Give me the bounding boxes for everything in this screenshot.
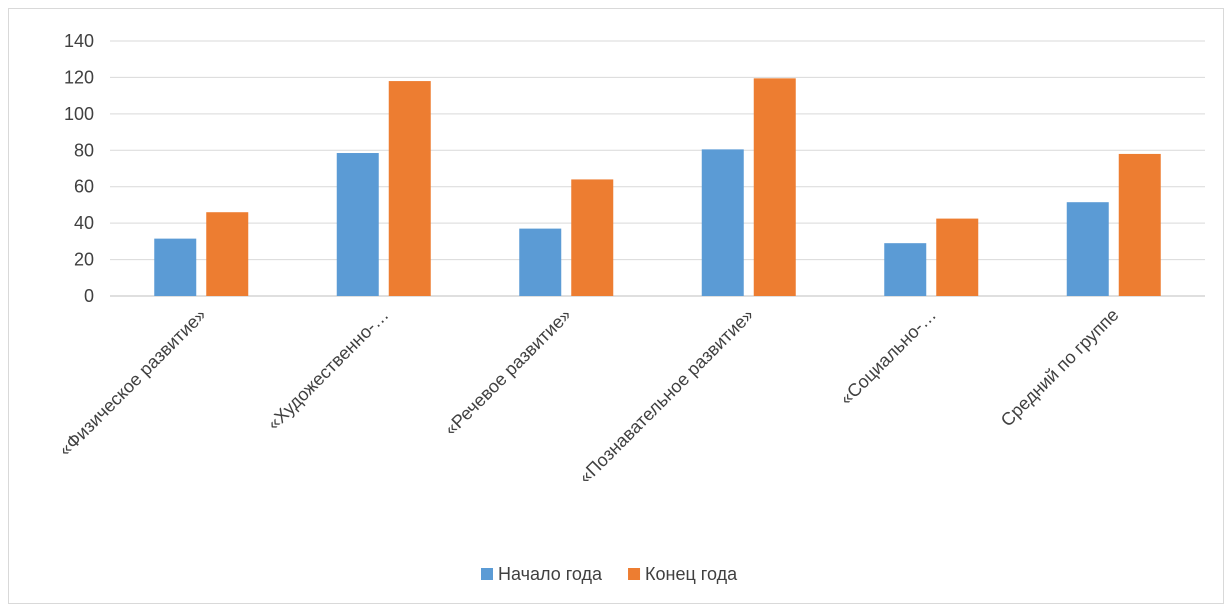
bar [884,243,927,296]
bar [701,149,744,296]
bar [1066,202,1109,296]
y-axis: 0 20 40 60 80 100 120 140 [64,31,94,306]
chart-area [8,8,1224,604]
legend: Начало года Конец года [481,564,738,584]
bar [206,212,249,296]
bar [936,218,979,296]
y-tick-label: 0 [84,286,94,306]
bar [571,179,614,296]
x-tick-label: «Физическое развитие» [55,305,210,460]
legend-swatch [481,568,493,580]
y-tick-label: 40 [74,213,94,233]
x-tick-label: Средний по группе [997,305,1123,431]
y-tick-label: 120 [64,67,94,87]
x-tick-label: «Социально-… [836,305,940,409]
bar [388,81,431,296]
bar [519,228,562,296]
y-tick-label: 80 [74,140,94,160]
bar [336,153,379,296]
y-tick-label: 20 [74,250,94,270]
bar [154,238,197,296]
y-tick-label: 100 [64,104,94,124]
legend-label: Конец года [645,564,738,584]
x-axis: «Физическое развитие» «Художественно-… «Ре… [55,305,1123,488]
legend-label: Начало года [498,564,603,584]
x-tick-label: «Речевое развитие» [440,305,575,440]
gridlines [110,40,1205,297]
y-tick-label: 140 [64,31,94,51]
legend-swatch [628,568,641,580]
bar [753,78,796,296]
x-tick-label: «Художественно-… [263,305,392,434]
x-tick-label: «Познавательное развитие» [575,305,758,488]
bar [1118,153,1161,296]
y-tick-label: 60 [74,177,94,197]
bars [154,78,1161,296]
